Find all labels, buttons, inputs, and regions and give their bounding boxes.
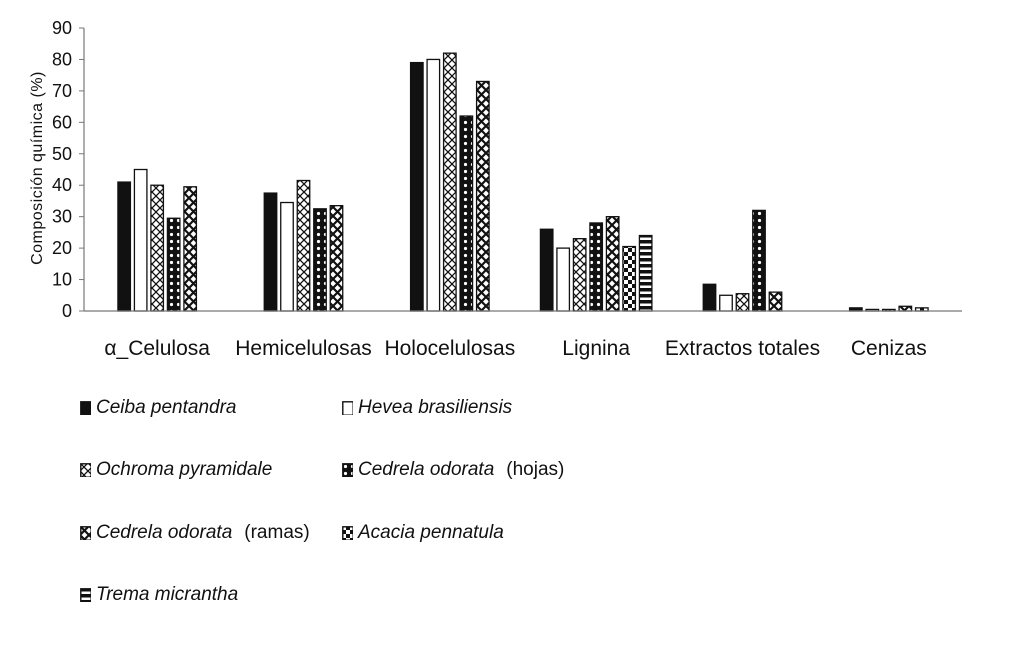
bar-3-3 — [589, 222, 604, 312]
y-tick-label: 60 — [52, 112, 72, 132]
y-tick-label: 30 — [52, 207, 72, 227]
bar-4-2 — [475, 80, 490, 312]
bar-3-1 — [313, 208, 327, 312]
bar-0-3 — [539, 228, 554, 312]
bar-1-2 — [426, 58, 441, 312]
x-category-label: Holocelulosas — [384, 337, 515, 360]
bar-4-0 — [183, 186, 198, 312]
bar-1-1 — [280, 201, 294, 312]
y-axis: 0 10 20 30 40 50 60 70 80 90 — [52, 18, 85, 321]
bar-1-0 — [133, 168, 148, 312]
bar-0-2 — [409, 61, 424, 312]
bar-4-3 — [605, 216, 620, 312]
bar-2-0 — [150, 184, 165, 312]
y-axis-label: Composición química (%) — [29, 71, 46, 265]
bar-0-1 — [263, 192, 278, 312]
bar-0-4 — [702, 283, 717, 312]
x-category-label: Hemicelulosas — [235, 337, 372, 360]
y-tick-label: 50 — [52, 144, 72, 164]
x-category-label: Extractos totales — [665, 337, 820, 360]
bar-2-3 — [572, 238, 587, 312]
bar-3-4 — [752, 209, 766, 312]
bar-0-0 — [117, 181, 132, 312]
bar-2-2 — [442, 52, 457, 312]
bar-2-1 — [296, 179, 311, 312]
x-category-label: Lignina — [562, 337, 630, 360]
bar-5-3 — [622, 245, 637, 312]
bar-4-1 — [329, 205, 344, 312]
y-tick-label: 10 — [52, 270, 72, 290]
bar-6-3 — [638, 234, 653, 312]
bar-1-3 — [556, 247, 571, 312]
y-tick-label: 80 — [52, 49, 72, 69]
bar-3-0 — [166, 217, 181, 312]
bar-1-4 — [719, 294, 733, 312]
bar-2-4 — [735, 293, 750, 312]
y-tick-label: 90 — [52, 18, 72, 38]
bar-4-5 — [898, 305, 913, 312]
bars — [117, 52, 929, 312]
y-tick-label: 0 — [62, 301, 72, 321]
bar-4-4 — [768, 291, 783, 312]
y-tick-label: 20 — [52, 238, 72, 258]
y-tick-label: 40 — [52, 175, 72, 195]
x-category-label: Cenizas — [851, 337, 927, 360]
x-axis: α_Celulosa Hemicelulosas Holocelulosas Lign… — [84, 310, 962, 360]
bar-3-2 — [459, 115, 474, 312]
y-tick-label: 70 — [52, 81, 72, 101]
x-category-label: α_Celulosa — [104, 337, 210, 360]
